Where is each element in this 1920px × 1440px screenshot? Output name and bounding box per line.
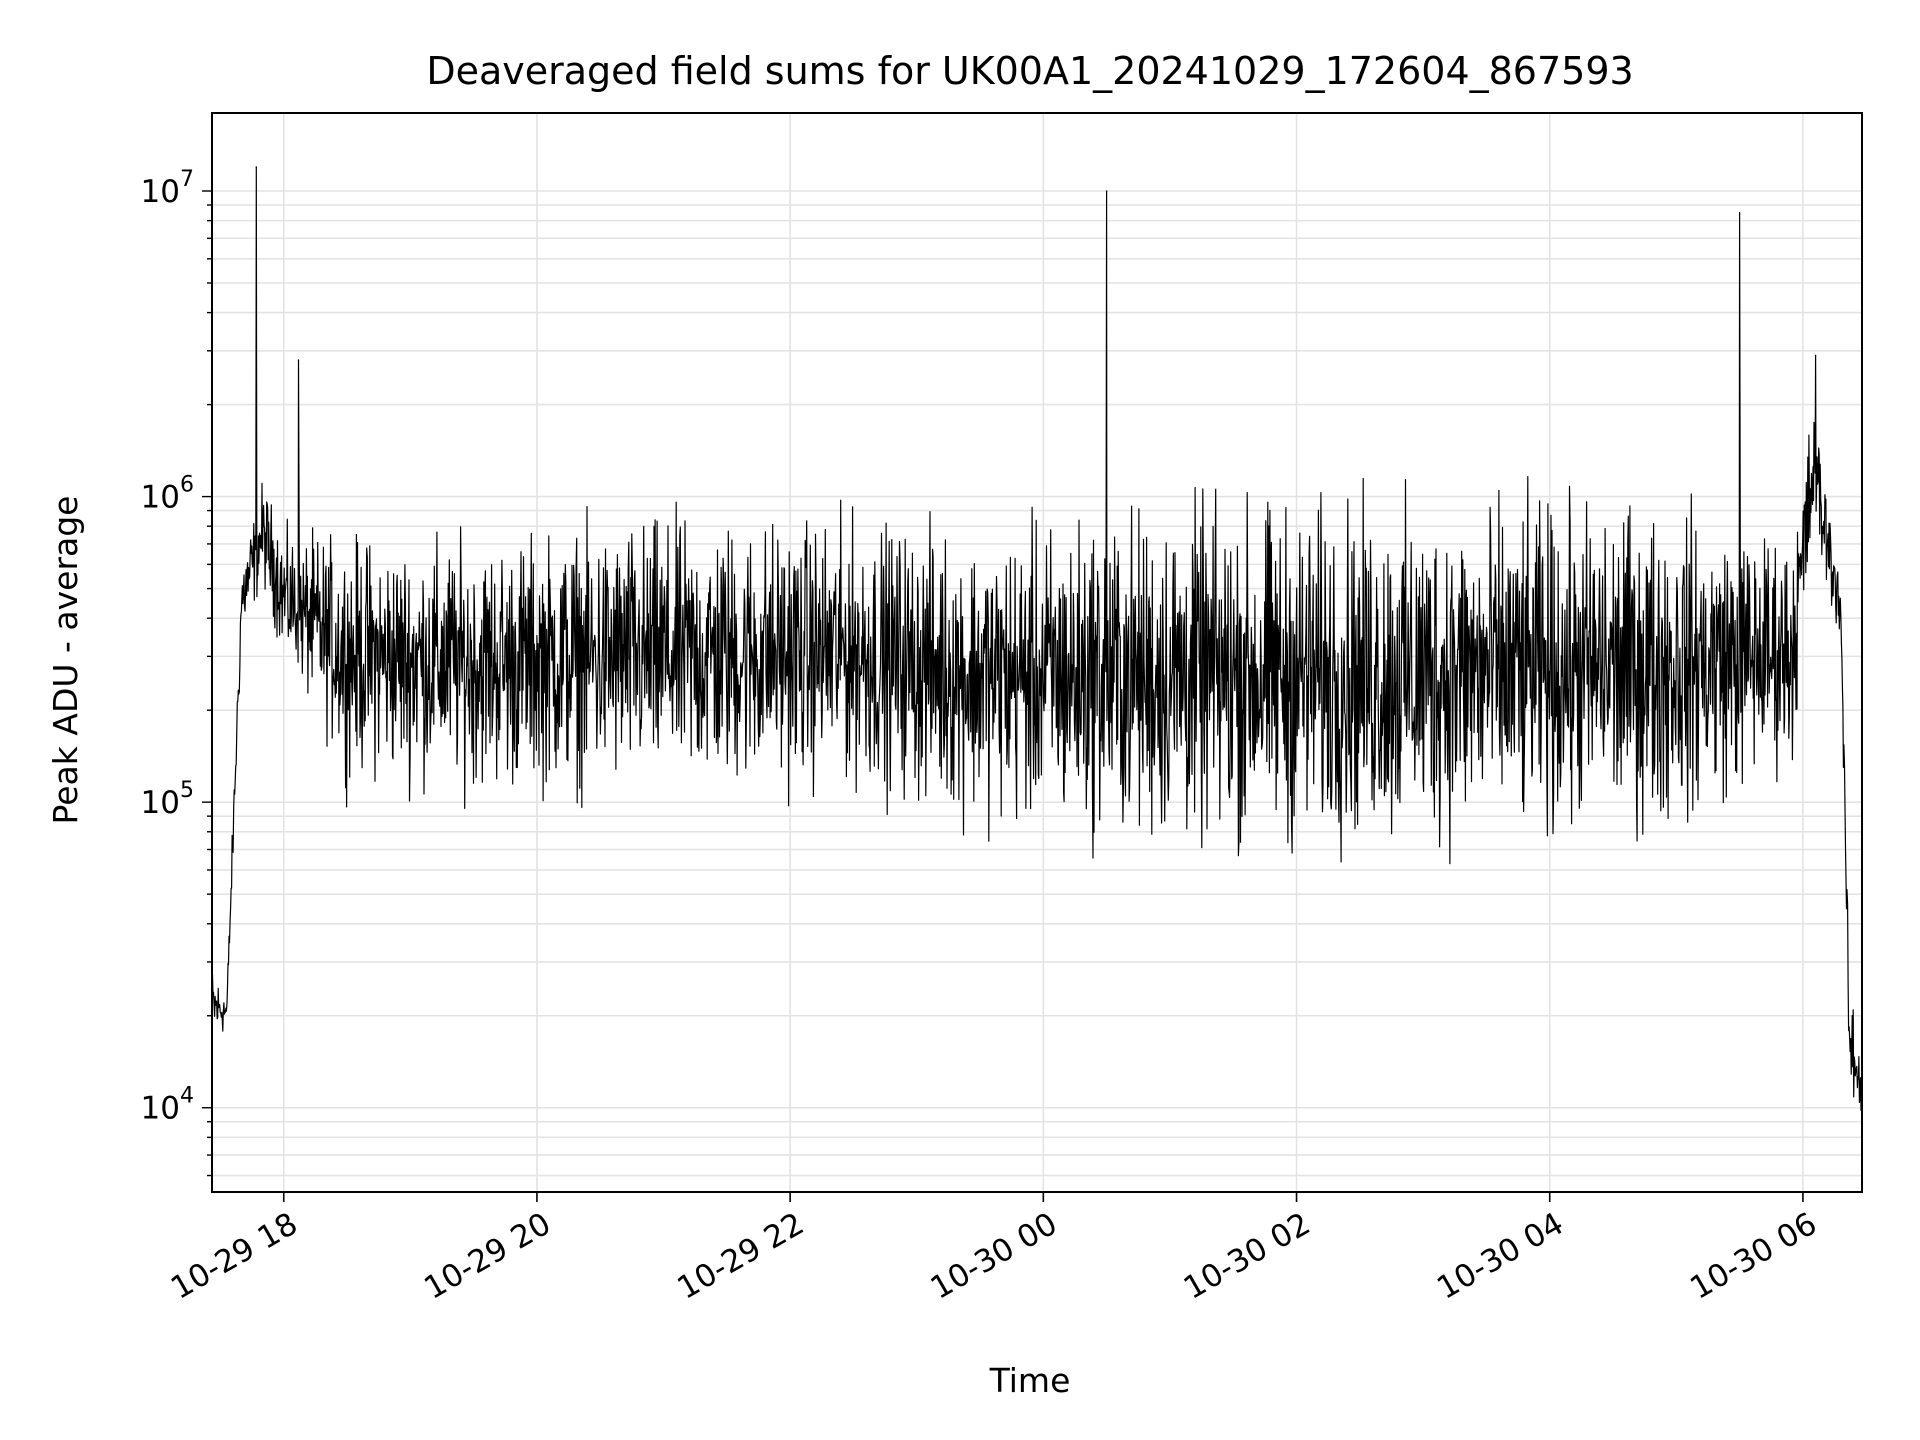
x-axis-label: Time (989, 1361, 1071, 1400)
y-axis-label: Peak ADU - average (46, 496, 85, 825)
series-group (211, 166, 1863, 1111)
y-tick-label: 107 (141, 167, 194, 210)
chart-title: Deaveraged field sums for UK00A1_2024102… (426, 49, 1633, 93)
data-line (211, 166, 1863, 1111)
y-tick-label: 104 (141, 1084, 194, 1127)
y-tick-label: 106 (141, 473, 194, 516)
plot-frame (211, 112, 1863, 1193)
y-tick-label: 105 (141, 778, 194, 821)
